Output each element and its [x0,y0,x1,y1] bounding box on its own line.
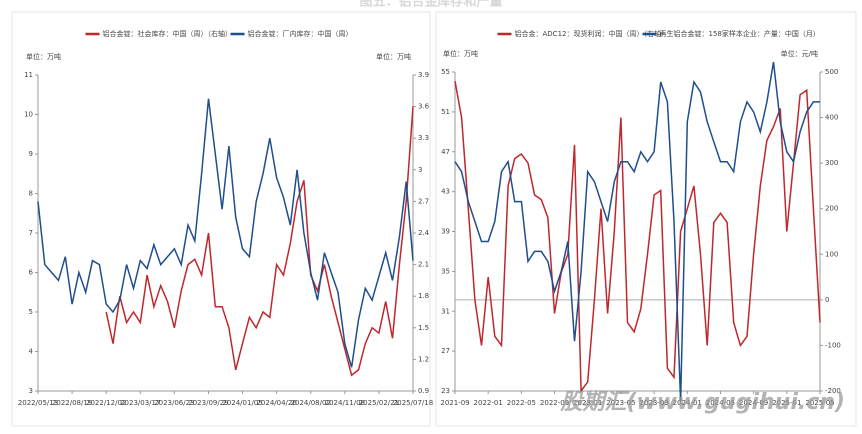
y2-tick-label: 3.3 [418,134,429,142]
y2-tick-label: 2.7 [418,197,429,205]
y2-tick-label: 300 [825,159,838,167]
y2-tick-label: 0.9 [418,387,429,395]
x-tick-label: 2024-01 [673,399,702,407]
y2-tick-label: 1.8 [418,292,429,300]
x-tick-label: 2023-09 [639,399,668,407]
y-tick-label: 10 [24,111,33,119]
x-tick-label: 2023/06/23 [154,399,194,407]
y2-tick-label: 1.2 [418,355,429,363]
x-tick-label: 2025/07/18 [393,399,433,407]
watermark: 股期汇(www.gugihui.cn) [559,390,845,415]
panel-frame [435,11,857,427]
y2-tick-label: -100 [825,341,841,349]
y2-tick-label: 3.6 [418,103,430,111]
x-tick-label: 2023-05 [606,399,635,407]
legend-label: 铝合金锭：社会库存：中国（周）（右轴） [103,29,233,38]
x-tick-label: 2024-09 [739,399,768,407]
y-tick-label: 4 [29,348,34,356]
x-tick-label: 2024/01/05 [222,399,262,407]
legend-label: 铝合金：ADC12：现货利润：中国（周）（右轴） [515,29,668,38]
x-tick-label: 2023/09/29 [188,399,228,407]
y-tick-label: 51 [441,108,450,116]
x-tick-label: 2022-01 [474,399,503,407]
y-tick-label: 6 [29,269,34,277]
series-line [105,106,414,377]
series-line [37,98,414,368]
y2-tick-label: 0 [825,296,829,304]
x-tick-label: 2022-09 [540,399,569,407]
y-tick-label: 27 [441,347,450,355]
y2-tick-label: 200 [825,205,838,213]
y-tick-label: 39 [441,228,450,236]
y-tick-label: 31 [441,307,450,315]
x-tick-label: 2021-09 [440,399,469,407]
legend-label: 铝合金锭：厂内库存：中国（周） [248,29,353,38]
y-axis-label: 单位：万吨 [26,52,61,61]
x-tick-label: 2025-05 [805,399,834,407]
x-tick-label: 2024-05 [706,399,735,407]
y-tick-label: 7 [29,229,33,237]
y-tick-label: 43 [441,188,450,196]
x-tick-label: 2022-05 [507,399,536,407]
y-tick-label: 3 [29,387,33,395]
page-title: 图五：铝合金库存和产量 [359,0,502,10]
y-tick-label: 47 [441,148,450,156]
panel-frame [11,11,431,427]
x-tick-label: 2024/04/26 [256,399,297,407]
y-tick-label: 11 [24,71,33,79]
legend-label: 再生铝合金锭：158家样本企业：产量：中国（月） [660,29,820,38]
series-line [454,80,821,394]
y2-axis-label: 单位：元/吨 [781,49,818,58]
x-tick-label: 2024/08/02 [291,399,331,407]
x-tick-label: 2025/02/21 [359,399,399,407]
x-tick-label: 2022/05/13 [18,399,58,407]
series-line [454,61,820,402]
y-axis-label: 单位：万吨 [443,49,478,58]
y2-tick-label: 2.4 [418,229,430,237]
y2-tick-label: 400 [825,114,838,122]
x-tick-label: 2024/11/08 [325,399,365,407]
y-tick-label: 35 [441,267,450,275]
x-tick-label: 2022/08/19 [52,399,92,407]
y2-axis-label: 单位：万吨 [376,52,411,61]
y2-tick-label: -200 [825,387,841,395]
y2-tick-label: 3 [418,166,422,174]
y-tick-label: 9 [29,150,33,158]
y2-tick-label: 1.5 [418,324,429,332]
y2-tick-label: 500 [825,68,838,76]
x-tick-label: 2023-01 [573,399,602,407]
y-tick-label: 23 [441,387,450,395]
y-tick-label: 5 [29,308,33,316]
y2-tick-label: 100 [825,250,838,258]
x-tick-label: 2025-01 [772,399,801,407]
x-tick-label: 2022/12/02 [86,399,126,407]
x-tick-label: 2023/03/17 [120,399,160,407]
y-tick-label: 8 [29,190,33,198]
y2-tick-label: 3.9 [418,71,429,79]
y-tick-label: 55 [441,68,450,76]
y2-tick-label: 2.1 [418,261,429,269]
